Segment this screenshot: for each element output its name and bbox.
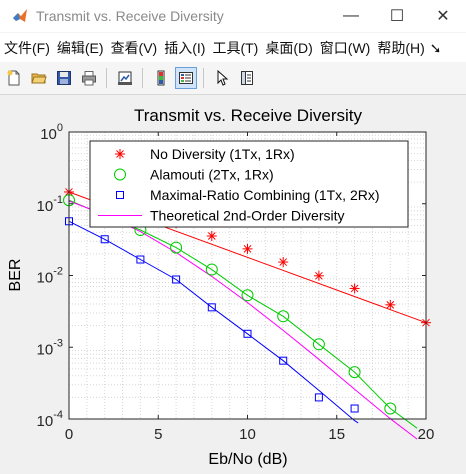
axis-ticks: 0 5 10 15 20 100 10-1 10-2 10-3 10-4 bbox=[37, 122, 435, 443]
print-icon[interactable] bbox=[78, 67, 100, 89]
insert-colorbar-icon[interactable] bbox=[150, 67, 172, 89]
legend[interactable]: No Diversity (1Tx, 1Rx) Alamouti (2Tx, 1R… bbox=[89, 140, 409, 228]
menu-file[interactable]: 文件(F) bbox=[4, 40, 50, 56]
window-controls: — ☐ ✕ bbox=[328, 0, 466, 32]
chart-title: Transmit vs. Receive Diversity bbox=[134, 106, 362, 125]
save-icon[interactable] bbox=[53, 67, 75, 89]
star-stroke bbox=[279, 258, 288, 266]
data-point-circle bbox=[348, 366, 361, 379]
data-point-square bbox=[172, 275, 181, 284]
menu-overflow-icon[interactable]: ➘ bbox=[429, 39, 442, 56]
window-title: Transmit vs. Receive Diversity bbox=[36, 8, 224, 24]
minimize-button[interactable]: — bbox=[343, 7, 359, 24]
figure-canvas[interactable]: Transmit vs. Receive Diversity 0 5 10 15 20 1… bbox=[0, 95, 466, 474]
star-stroke bbox=[243, 245, 252, 253]
toolbar-separator bbox=[142, 68, 143, 88]
y-tick-label: 100 bbox=[40, 122, 63, 143]
data-point-star bbox=[385, 299, 396, 310]
star-stroke bbox=[386, 300, 395, 309]
edit-plot-arrow-icon[interactable] bbox=[211, 67, 233, 89]
menu-window[interactable]: 窗口(W) bbox=[319, 40, 371, 56]
menu-insert[interactable]: 插入(I) bbox=[164, 40, 206, 56]
open-file-icon[interactable] bbox=[28, 67, 50, 89]
insert-legend-icon[interactable] bbox=[175, 67, 197, 89]
title-bar: Transmit vs. Receive Diversity — ☐ ✕ bbox=[0, 0, 466, 32]
legend-entry-label: Theoretical 2nd-Order Diversity bbox=[150, 208, 345, 224]
legend-marker-star bbox=[115, 149, 125, 159]
toolbar-separator bbox=[203, 68, 204, 88]
x-axis-label: Eb/No (dB) bbox=[208, 451, 287, 468]
matlab-app-icon bbox=[13, 9, 27, 22]
menu-edit[interactable]: 编辑(E) bbox=[56, 40, 104, 56]
star-stroke bbox=[207, 232, 216, 240]
star-stroke bbox=[315, 271, 323, 280]
x-tick-label: 15 bbox=[328, 426, 345, 443]
data-point-star bbox=[242, 243, 253, 254]
y-tick-label: 10-1 bbox=[37, 194, 63, 215]
x-tick-label: 20 bbox=[418, 426, 435, 443]
menu-view[interactable]: 查看(V) bbox=[110, 40, 158, 56]
data-point-circle bbox=[170, 241, 183, 254]
fit-line bbox=[68, 220, 359, 424]
data-point-circle bbox=[312, 338, 325, 351]
data-point-circle bbox=[384, 402, 397, 415]
data-point-star bbox=[206, 231, 217, 242]
x-tick-label: 10 bbox=[239, 426, 256, 443]
data-point-square bbox=[350, 404, 359, 413]
legend-marker-circle bbox=[114, 168, 126, 181]
data-point-star bbox=[349, 283, 360, 294]
close-button[interactable]: ✕ bbox=[436, 8, 450, 25]
x-tick-label: 5 bbox=[154, 426, 162, 443]
data-point-square bbox=[243, 329, 252, 338]
data-point-square bbox=[314, 393, 323, 402]
star-stroke bbox=[350, 284, 359, 293]
data-point-square bbox=[279, 356, 288, 365]
y-tick-label: 10-2 bbox=[37, 266, 63, 287]
link-plot-icon[interactable] bbox=[114, 67, 136, 89]
maximize-button[interactable]: ☐ bbox=[389, 8, 405, 25]
data-point-circle bbox=[205, 263, 218, 276]
figure-toolbar bbox=[0, 62, 466, 95]
y-tick-label: 10-4 bbox=[37, 409, 63, 430]
legend-entry-label: Maximal-Ratio Combining (1Tx, 2Rx) bbox=[150, 187, 380, 203]
data-point-circle bbox=[241, 289, 254, 302]
legend-entry-label: Alamouti (2Tx, 1Rx) bbox=[150, 167, 274, 183]
x-tick-label: 0 bbox=[65, 426, 73, 443]
toolbar-separator bbox=[106, 68, 107, 88]
data-point-star bbox=[278, 257, 289, 268]
menu-bar: 文件(F) 编辑(E) 查看(V) 插入(I) 工具(T) 桌面(D) 窗口(W… bbox=[0, 32, 466, 63]
data-point-star bbox=[313, 270, 324, 281]
y-axis-label: BER bbox=[7, 259, 24, 292]
data-point-square bbox=[207, 303, 216, 312]
data-point-circle bbox=[277, 310, 290, 323]
property-inspector-icon[interactable] bbox=[236, 67, 258, 89]
menu-tools[interactable]: 工具(T) bbox=[212, 40, 259, 56]
y-tick-label: 10-3 bbox=[37, 337, 63, 358]
new-figure-icon[interactable] bbox=[3, 67, 25, 89]
legend-box bbox=[89, 140, 409, 228]
data-point-square bbox=[136, 255, 145, 264]
menu-help[interactable]: 帮助(H) bbox=[377, 40, 425, 56]
legend-marker-square bbox=[116, 191, 124, 199]
star-stroke bbox=[116, 150, 124, 158]
legend-entry-label: No Diversity (1Tx, 1Rx) bbox=[150, 146, 295, 162]
menu-desktop[interactable]: 桌面(D) bbox=[265, 40, 313, 56]
data-point-square bbox=[100, 235, 109, 244]
